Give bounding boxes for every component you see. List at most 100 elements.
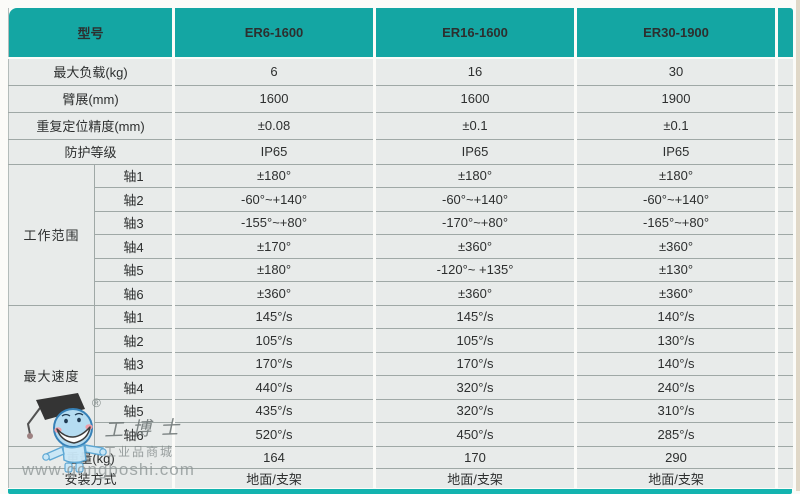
strip-cell <box>775 351 793 376</box>
table-row-protection: 防护等级 IP65 IP65 IP65 <box>8 138 793 164</box>
value-cell: ±180° <box>172 163 375 188</box>
row-label-weight: 重量(kg) <box>8 445 174 468</box>
axis-label: 轴1 <box>93 163 174 188</box>
model-header-er16-1600: ER16-1600 <box>373 8 576 58</box>
value-cell: ±360° <box>373 281 576 305</box>
axis-label: 轴5 <box>93 257 174 282</box>
strip-cell <box>775 422 793 446</box>
value-cell: 170 <box>373 445 576 468</box>
axis-label: 轴1 <box>93 304 174 329</box>
bottom-accent-bar <box>8 489 792 494</box>
table-row-maxspeed-axis3: 轴3 170°/s 170°/s 140°/s <box>9 351 793 376</box>
strip-cell <box>775 111 793 139</box>
value-cell: 450°/s <box>373 422 576 446</box>
model-label-header: 型号 <box>8 8 174 58</box>
table-row-workrange-axis2: 轴2 -60°~+140° -60°~+140° -60°~+140° <box>9 187 793 211</box>
value-cell: -170°~+80° <box>373 210 576 235</box>
value-cell: ±170° <box>172 234 375 258</box>
row-label-mounting: 安装方式 <box>8 467 174 488</box>
value-cell: 1600 <box>373 84 576 112</box>
value-cell: 285°/s <box>574 422 777 446</box>
value-cell: 170°/s <box>373 351 576 376</box>
value-cell: ±0.08 <box>172 111 375 139</box>
value-cell: ±180° <box>172 257 375 282</box>
row-label-reach: 臂展(mm) <box>8 84 174 112</box>
strip-cell <box>775 398 793 423</box>
table-row-payload: 最大负载(kg) 6 16 30 <box>8 57 793 85</box>
table-row-mounting: 安装方式 地面/支架 地面/支架 地面/支架 <box>8 467 793 488</box>
header-row: 型号 ER6-1600 ER16-1600 ER30-1900 <box>8 8 793 58</box>
strip-cell <box>775 281 793 305</box>
axis-label: 轴2 <box>93 328 174 352</box>
table-row-workrange-axis3: 轴3 -155°~+80° -170°~+80° -165°~+80° <box>9 210 793 235</box>
value-cell: 130°/s <box>574 328 777 352</box>
axis-label: 轴5 <box>93 398 174 423</box>
value-cell: 310°/s <box>574 398 777 423</box>
value-cell: 地面/支架 <box>574 467 777 488</box>
value-cell: 520°/s <box>172 422 375 446</box>
value-cell: 30 <box>574 57 777 85</box>
value-cell: 290 <box>574 445 777 468</box>
value-cell: ±130° <box>574 257 777 282</box>
value-cell: ±0.1 <box>373 111 576 139</box>
table-row-weight: 重量(kg) 164 170 290 <box>8 445 793 468</box>
row-label-protection: 防护等级 <box>8 138 174 164</box>
value-cell: 140°/s <box>574 304 777 329</box>
value-cell: -60°~+140° <box>172 187 375 211</box>
value-cell: 435°/s <box>172 398 375 423</box>
axis-label: 轴3 <box>93 210 174 235</box>
value-cell: 16 <box>373 57 576 85</box>
axis-label: 轴4 <box>93 234 174 258</box>
axis-label: 轴6 <box>93 422 174 446</box>
value-cell: 164 <box>172 445 375 468</box>
group-label-work-range: 工作范围 <box>8 163 95 305</box>
strip-cell <box>775 328 793 352</box>
table-row-maxspeed-axis1: 最大速度 轴1 145°/s 145°/s 140°/s <box>8 304 793 446</box>
value-cell: -60°~+140° <box>574 187 777 211</box>
strip-cell <box>775 467 793 488</box>
value-cell: 1900 <box>574 84 777 112</box>
value-cell: ±180° <box>574 163 777 188</box>
table-row-workrange-axis1: 工作范围 轴1 ±180° ±180° ±180° <box>8 163 793 305</box>
strip-cell <box>775 187 793 211</box>
strip-cell <box>775 304 793 329</box>
model-header-er30-1900: ER30-1900 <box>574 8 777 58</box>
value-cell: 1600 <box>172 84 375 112</box>
table-row-reach: 臂展(mm) 1600 1600 1900 <box>8 84 793 112</box>
value-cell: ±360° <box>373 234 576 258</box>
strip-cell <box>775 57 793 85</box>
value-cell: 140°/s <box>574 351 777 376</box>
value-cell: -155°~+80° <box>172 210 375 235</box>
group-label-max-speed: 最大速度 <box>8 304 95 446</box>
table-row-workrange-axis5: 轴5 ±180° -120°~ +135° ±130° <box>9 257 793 282</box>
value-cell: IP65 <box>574 138 777 164</box>
value-cell: 145°/s <box>373 304 576 329</box>
axis-label: 轴3 <box>93 351 174 376</box>
strip-cell <box>775 234 793 258</box>
table-row-workrange-axis4: 轴4 ±170° ±360° ±360° <box>9 234 793 258</box>
value-cell: ±360° <box>172 281 375 305</box>
strip-cell <box>775 445 793 468</box>
value-cell: 170°/s <box>172 351 375 376</box>
row-label-payload: 最大负载(kg) <box>8 57 174 85</box>
model-header-er6-1600: ER6-1600 <box>172 8 375 58</box>
value-cell: ±180° <box>373 163 576 188</box>
row-label-repeatability: 重复定位精度(mm) <box>8 111 174 139</box>
table-row-repeatability: 重复定位精度(mm) ±0.08 ±0.1 ±0.1 <box>8 111 793 139</box>
header-strip-cell <box>775 8 793 58</box>
strip-cell <box>775 163 793 188</box>
value-cell: 105°/s <box>373 328 576 352</box>
value-cell: 145°/s <box>172 304 375 329</box>
table-row-maxspeed-axis5: 轴5 435°/s 320°/s 310°/s <box>9 398 793 423</box>
axis-label: 轴4 <box>93 375 174 399</box>
table-row-maxspeed-axis2: 轴2 105°/s 105°/s 130°/s <box>9 328 793 352</box>
axis-label: 轴2 <box>93 187 174 211</box>
value-cell: -60°~+140° <box>373 187 576 211</box>
value-cell: ±360° <box>574 234 777 258</box>
value-cell: -165°~+80° <box>574 210 777 235</box>
value-cell: 地面/支架 <box>172 467 375 488</box>
strip-cell <box>775 257 793 282</box>
axis-label: 轴6 <box>93 281 174 305</box>
spec-table-container: 型号 ER6-1600 ER16-1600 ER30-1900 最大负载(kg)… <box>8 8 793 494</box>
value-cell: -120°~ +135° <box>373 257 576 282</box>
